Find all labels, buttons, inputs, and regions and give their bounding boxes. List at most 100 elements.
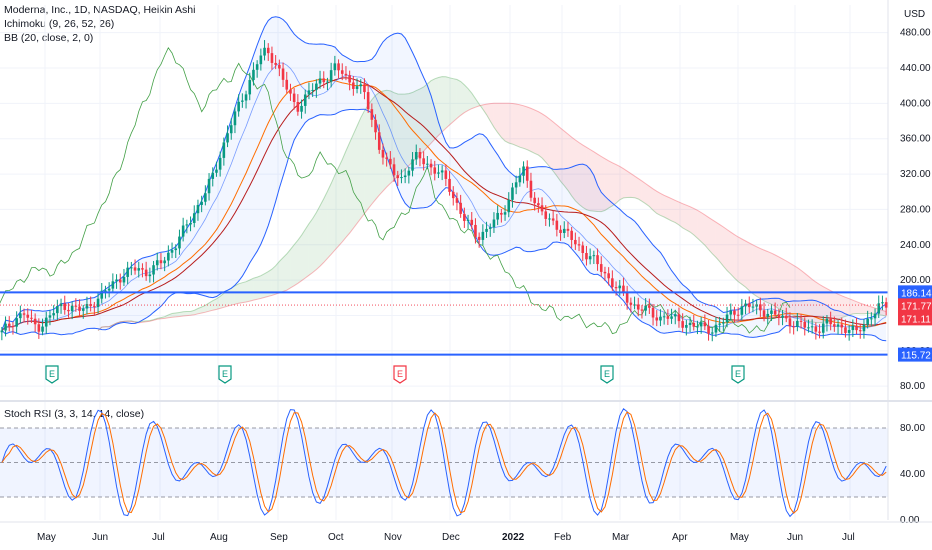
cloud-segment — [645, 183, 650, 207]
candle-body — [244, 94, 248, 101]
cloud-segment — [871, 306, 876, 315]
candle-body — [714, 324, 718, 333]
cloud-segment — [730, 232, 735, 279]
cloud-segment — [612, 162, 617, 206]
price-tick-label: 80.00 — [900, 381, 925, 392]
cloud-segment — [789, 263, 794, 316]
candle-body — [847, 330, 851, 333]
candle-body — [736, 314, 740, 316]
cloud-segment — [678, 202, 683, 228]
cloud-segment — [852, 300, 857, 314]
candle-body — [67, 309, 70, 312]
cloud-segment — [305, 223, 309, 279]
candle-body — [229, 125, 233, 134]
cloud-segment — [179, 311, 184, 317]
candle-body — [707, 326, 710, 334]
ichimoku-span-b — [97, 102, 887, 331]
candle-body — [836, 324, 840, 327]
cloud-segment — [146, 320, 150, 322]
cloud-segment — [619, 166, 624, 200]
cloud-segment — [486, 103, 491, 122]
indicator-lines — [0, 16, 887, 342]
candle-body — [189, 222, 192, 225]
candle-body — [337, 63, 340, 71]
candle-body — [19, 313, 22, 319]
cloud-segment — [223, 290, 228, 308]
candle-body — [574, 239, 577, 245]
candle-body — [729, 310, 733, 315]
candle-body — [174, 248, 178, 251]
candle-body — [777, 314, 781, 318]
cloud-segment — [493, 103, 498, 133]
cloud-segment — [590, 149, 594, 212]
cloud-segment — [664, 195, 668, 219]
cloud-segment — [301, 229, 306, 281]
candle-body — [514, 182, 518, 188]
cloud-segment — [357, 117, 361, 224]
month-label: Jul — [842, 532, 855, 543]
cloud-segment — [786, 261, 790, 314]
cloud-segment — [712, 219, 716, 258]
cloud-segment — [623, 168, 628, 198]
cloud-segment — [760, 248, 765, 301]
candle-body — [851, 325, 855, 331]
candle-body — [496, 212, 499, 220]
candle-body — [781, 315, 784, 318]
cloud-segment — [682, 203, 687, 230]
candle-body — [710, 332, 714, 334]
cloud-segment — [867, 305, 872, 314]
cloud-segment — [649, 186, 654, 211]
ichimoku-kijun — [1, 77, 887, 331]
candle-body — [392, 164, 396, 176]
cloud-segment — [164, 314, 169, 319]
candle-body — [59, 303, 63, 307]
candle-body — [858, 330, 862, 332]
candle-body — [115, 279, 118, 282]
cloud-segment — [149, 319, 154, 322]
candle-body — [11, 325, 15, 327]
candle-body — [329, 70, 333, 82]
cloud-segment — [616, 164, 620, 204]
candle-body — [873, 313, 877, 319]
candle-body — [648, 305, 651, 308]
candle-body — [70, 305, 74, 312]
candle-body — [374, 119, 377, 133]
candle-body — [22, 313, 26, 315]
candle-body — [196, 204, 200, 214]
candle-body — [33, 318, 37, 325]
cloud-segment — [449, 77, 454, 125]
candle-body — [455, 198, 459, 203]
earnings-label: E — [49, 369, 55, 379]
candle-body — [340, 70, 344, 74]
candle-body — [507, 199, 511, 213]
month-label: Oct — [328, 532, 344, 543]
cloud-segment — [349, 134, 354, 233]
candle-body — [204, 193, 207, 202]
cloud-segment — [212, 298, 217, 311]
candle-body — [463, 213, 466, 221]
cloud-segment — [479, 104, 483, 110]
candle-body — [78, 306, 81, 311]
candle-body — [266, 47, 270, 54]
cloud-segment — [183, 311, 187, 317]
candle-body — [437, 172, 440, 174]
candle-body — [636, 304, 640, 310]
cloud-segment — [246, 279, 250, 302]
cloud-segment — [697, 210, 702, 242]
cloud-segment — [634, 176, 639, 199]
candle-body — [570, 230, 573, 240]
candle-body — [788, 318, 792, 327]
price-tick-label: 320.00 — [900, 169, 931, 180]
cloud-segment — [775, 254, 779, 309]
cloud-segment — [249, 278, 254, 302]
cloud-segment — [434, 77, 439, 140]
candle-body — [762, 310, 766, 317]
candle-body — [640, 309, 644, 311]
candle-body — [825, 318, 829, 324]
candle-body — [725, 314, 729, 323]
candle-body — [596, 255, 599, 265]
candle-body — [814, 326, 818, 332]
cloud-segment — [201, 305, 206, 314]
candle-body — [622, 285, 625, 293]
